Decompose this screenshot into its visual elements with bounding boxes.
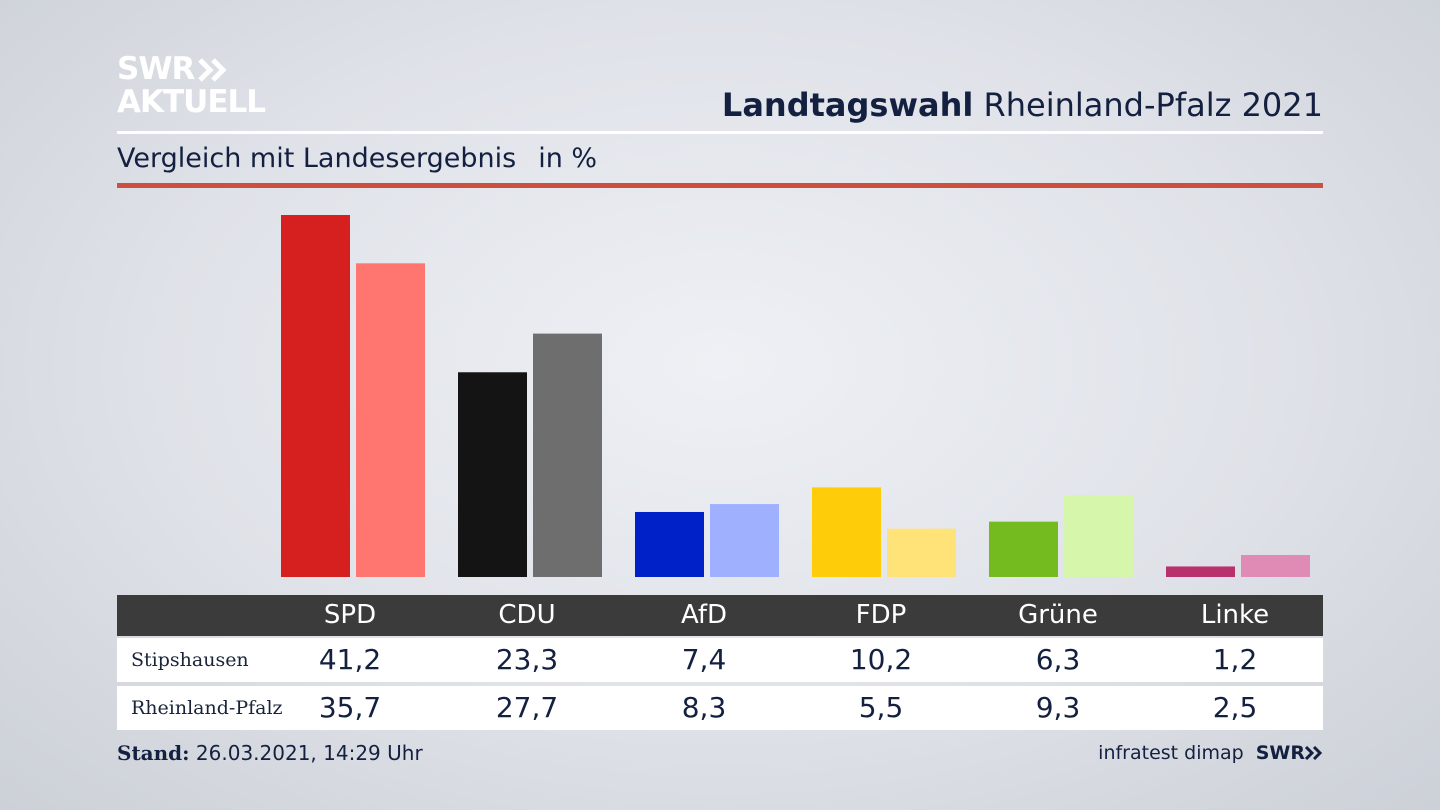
party-header-afd: AfD xyxy=(680,600,728,630)
bar-chart xyxy=(281,215,1310,577)
table-row-state: Rheinland-Pfalz 35,7 27,7 8,3 5,5 9,3 2,… xyxy=(117,686,1323,730)
value-state-spd: 35,7 xyxy=(318,691,382,724)
title-divider xyxy=(117,131,1323,134)
bar-linke-local xyxy=(1166,566,1235,577)
party-header-fdp: FDP xyxy=(855,600,907,630)
value-local-fdp: 10,2 xyxy=(849,643,913,676)
bar-linke-state xyxy=(1241,555,1310,577)
double-chevron-small-icon xyxy=(1305,746,1323,760)
stand-label: Stand: xyxy=(117,741,190,765)
value-state-fdp: 5,5 xyxy=(858,691,904,724)
table-header-row: SPD CDU AfD FDP Grüne Linke xyxy=(117,595,1323,636)
title-rest: Rheinland-Pfalz 2021 xyxy=(983,86,1323,124)
swr-aktuell-logo: SWR AKTUELL xyxy=(117,51,266,120)
subtitle-text: Vergleich mit Landesergebnis xyxy=(117,143,517,174)
value-local-cdu: 23,3 xyxy=(495,643,559,676)
chart-subtitle: Vergleich mit Landesergebnis in % xyxy=(117,143,597,174)
value-state-linke: 2,5 xyxy=(1212,691,1258,724)
bar-spd-local xyxy=(281,215,350,577)
stand-timestamp: Stand: 26.03.2021, 14:29 Uhr xyxy=(117,741,423,765)
source-credit: infratest dimap SWR xyxy=(1098,742,1323,764)
party-header-cdu: CDU xyxy=(498,600,556,630)
bar-afd-state xyxy=(710,504,779,577)
row-label-local: Stipshausen xyxy=(131,649,249,671)
party-header-linke: Linke xyxy=(1200,600,1270,630)
bar-fdp-local xyxy=(812,487,881,577)
double-chevron-icon xyxy=(198,57,227,82)
bar-gruene-local xyxy=(989,521,1058,577)
bar-fdp-state xyxy=(887,528,956,577)
row-label-state: Rheinland-Pfalz xyxy=(131,697,283,719)
table-row-local: Stipshausen 41,2 23,3 7,4 10,2 6,3 1,2 xyxy=(117,638,1323,682)
value-state-cdu: 27,7 xyxy=(495,691,559,724)
party-header-spd: SPD xyxy=(323,600,377,630)
value-local-spd: 41,2 xyxy=(318,643,382,676)
bar-afd-local xyxy=(635,511,704,577)
value-state-gruene: 9,3 xyxy=(1035,691,1081,724)
logo-line-1: SWR xyxy=(117,51,195,87)
accent-divider xyxy=(117,183,1323,188)
swr-small-logo-text: SWR xyxy=(1255,742,1305,764)
value-local-gruene: 6,3 xyxy=(1035,643,1081,676)
title-bold: Landtagswahl xyxy=(721,86,974,124)
bar-spd-state xyxy=(356,263,425,577)
stand-value: 26.03.2021, 14:29 Uhr xyxy=(195,741,423,765)
bar-cdu-state xyxy=(533,333,602,577)
value-state-afd: 8,3 xyxy=(681,691,727,724)
source-name: infratest dimap xyxy=(1098,742,1244,764)
bar-gruene-state xyxy=(1064,495,1133,577)
bar-cdu-local xyxy=(458,372,527,577)
logo-line-2: AKTUELL xyxy=(117,84,266,120)
party-header-gruene: Grüne xyxy=(1018,600,1098,630)
subtitle-unit: in % xyxy=(538,143,598,174)
value-local-afd: 7,4 xyxy=(681,643,727,676)
value-local-linke: 1,2 xyxy=(1212,643,1258,676)
swr-small-logo: SWR xyxy=(1256,742,1323,764)
page-title: Landtagswahl Rheinland-Pfalz 2021 xyxy=(722,86,1323,124)
